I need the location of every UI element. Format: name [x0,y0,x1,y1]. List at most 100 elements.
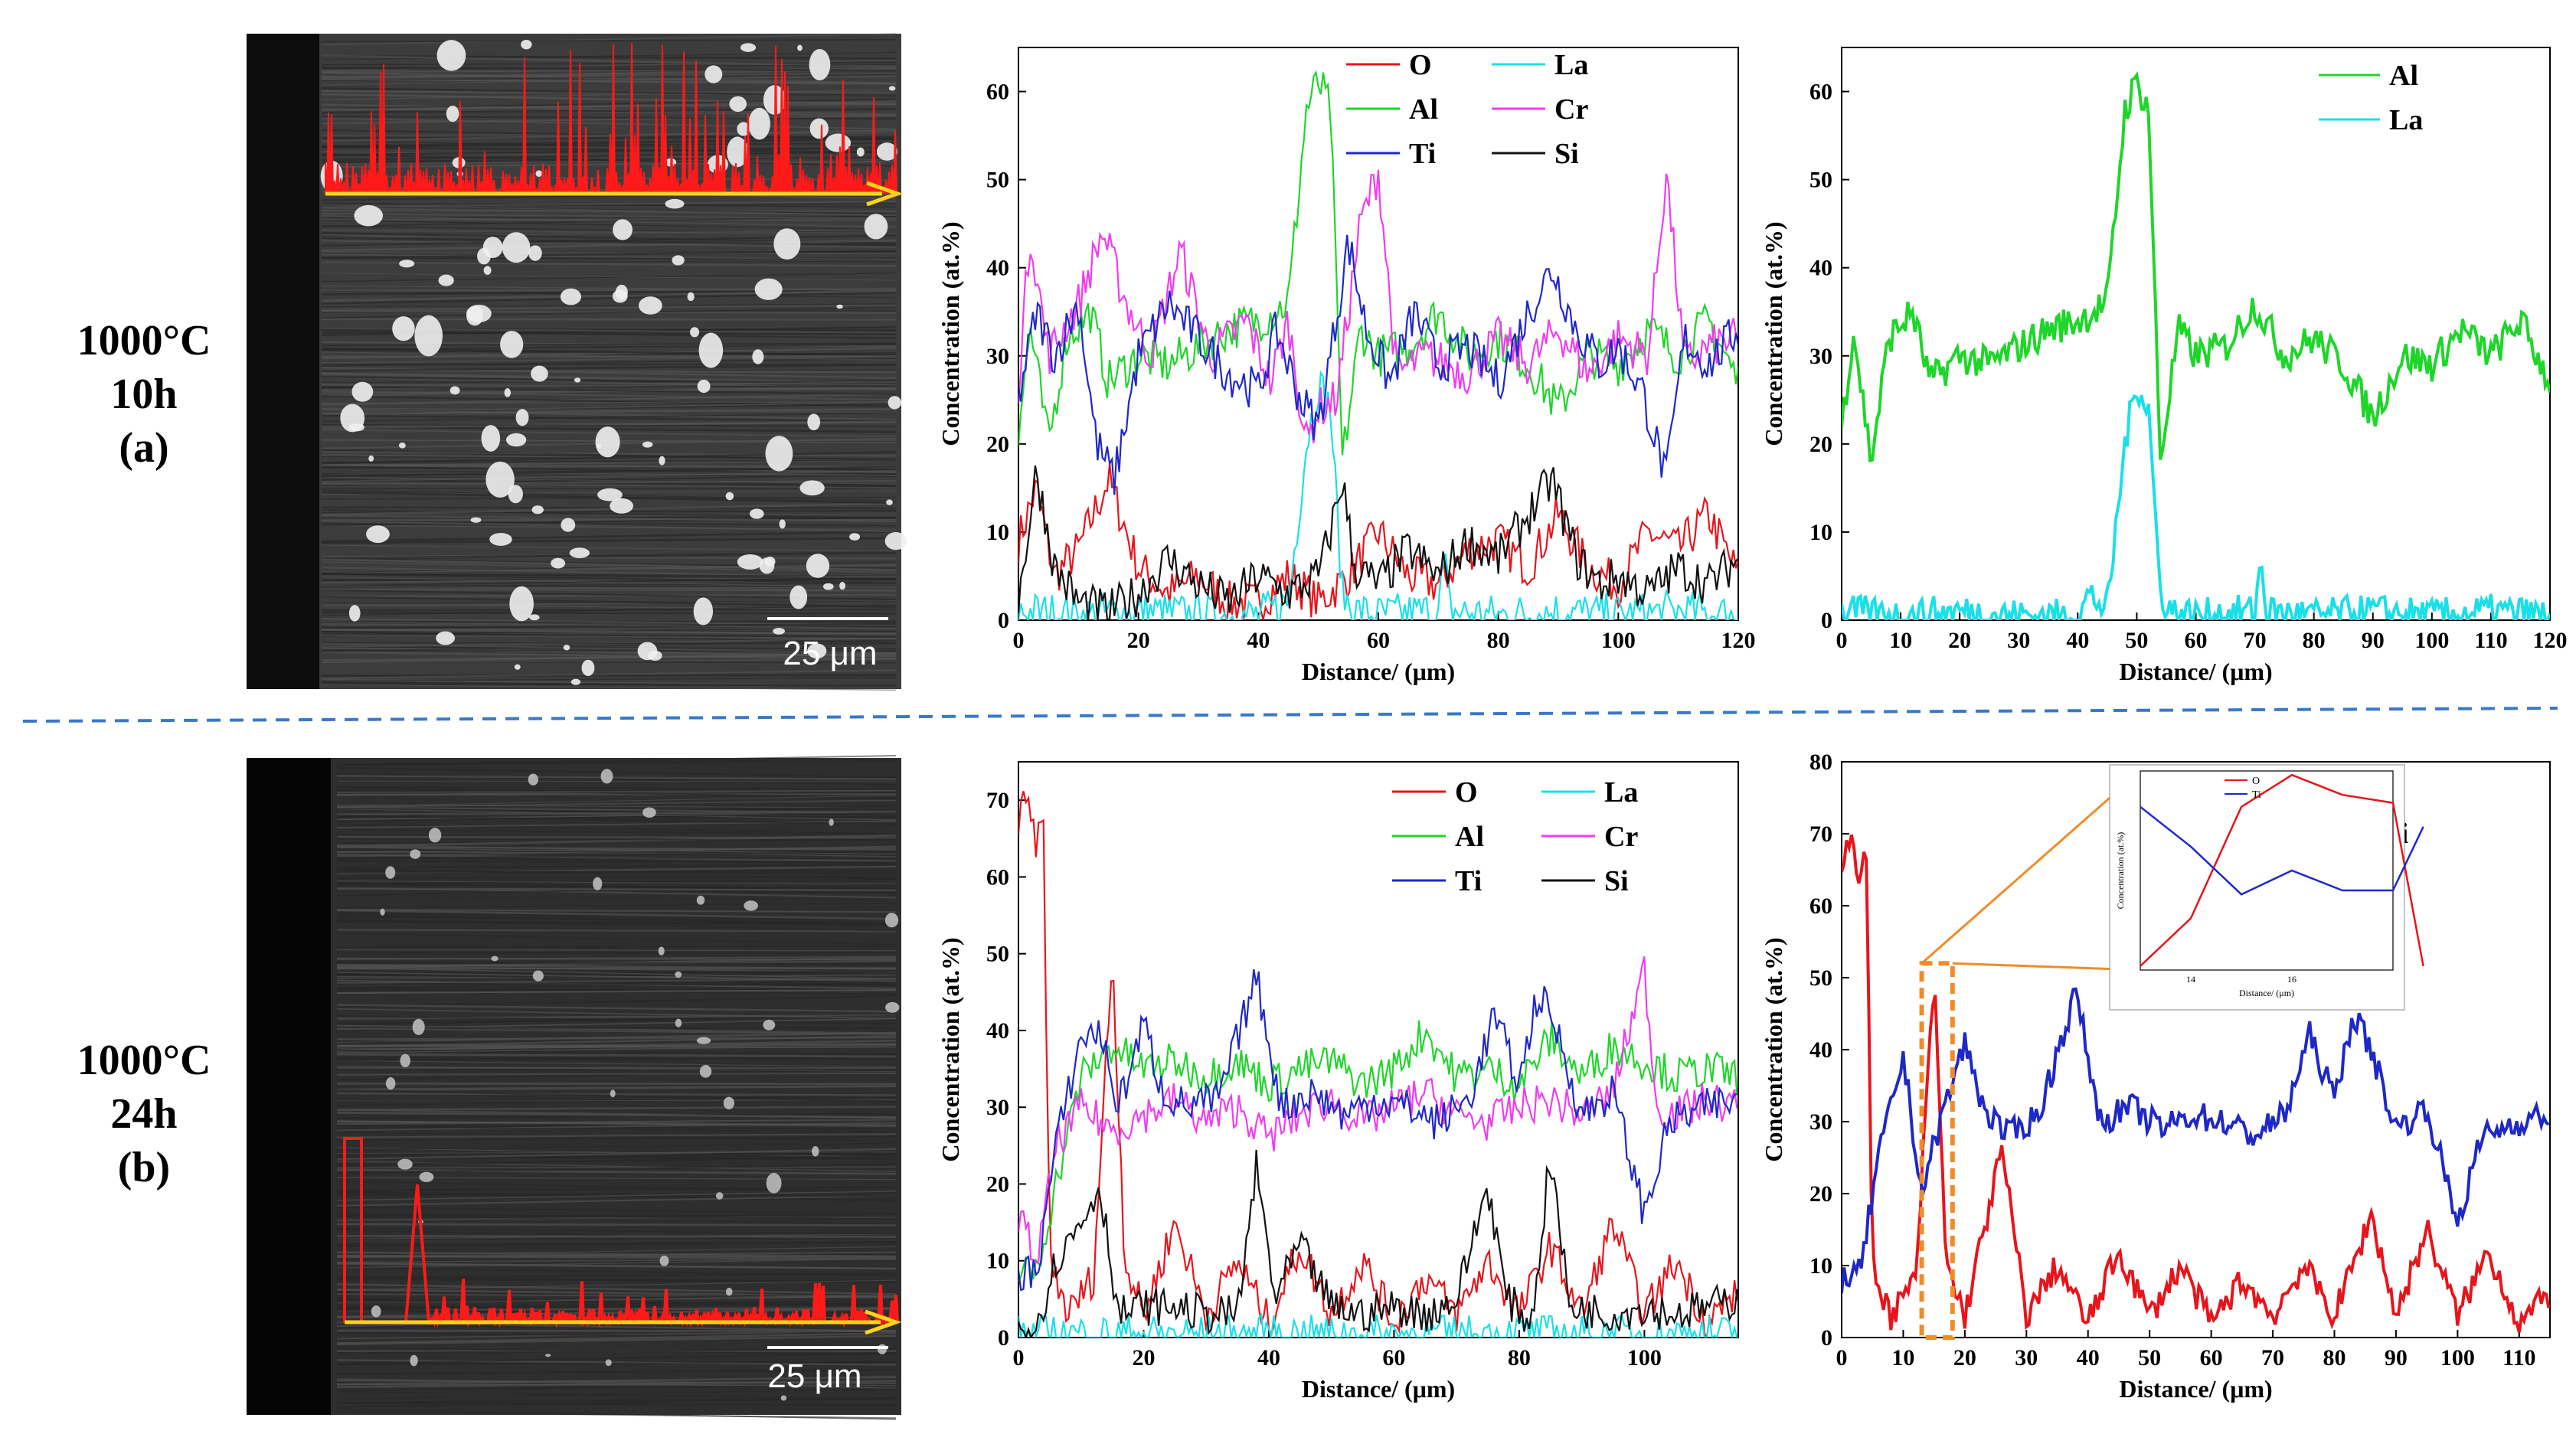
bright-particle [485,461,515,498]
texture-streak [336,1119,897,1125]
micrograph-a-linescan [325,43,904,207]
bright-particle [412,1018,425,1035]
series-line-ti [1018,234,1738,495]
x-tick-label: 100 [1601,628,1636,653]
y-tick-label: 0 [1821,1325,1832,1351]
x-tick-label: 40 [2066,628,2089,653]
x-axis-label: Distance/ (μm) [2119,658,2272,685]
texture-streak [321,75,897,86]
bright-particle [505,433,527,447]
texture-streak [321,273,897,283]
texture-streak [321,642,897,645]
texture-streak [336,955,897,960]
bright-particle [371,1305,381,1318]
texture-streak [321,372,897,384]
texture-streak [336,1283,897,1295]
x-tick-label: 100 [1627,1345,1662,1370]
texture-streak [321,669,897,679]
inset-frame [2140,770,2394,971]
bright-particle [888,396,901,410]
bright-particle [502,232,531,263]
bright-particle [849,533,861,541]
bright-particle [642,807,656,818]
x-tick-label: 120 [2533,628,2568,653]
bright-particle [773,228,801,260]
micrograph-b-coating-edge [247,758,331,1415]
texture-streak [321,251,897,255]
texture-streak [336,789,897,793]
texture-streak [336,1060,897,1067]
texture-streak [321,64,897,70]
bright-particle [675,971,682,978]
texture-streak [321,637,897,648]
x-tick-label: 20 [1132,1345,1155,1370]
texture-streak [336,1148,897,1161]
sem-micrograph-b: 25 μm [247,755,902,1420]
x-tick-label: 100 [2414,628,2449,653]
texture-streak [321,303,897,308]
x-tick-label: 60 [2200,1345,2223,1370]
texture-streak [321,573,897,584]
inset-series-ti [2140,805,2424,896]
y-tick-label: 10 [986,520,1009,545]
bright-particle [773,627,785,635]
bright-particle [521,39,532,50]
bright-particle [737,554,763,570]
texture-streak [321,250,897,259]
texture-streak [336,1262,897,1269]
texture-streak [321,502,897,516]
texture-streak [336,978,897,984]
texture-streak [336,1186,897,1192]
y-axis-label: Concentration (at.%) [1760,221,1787,446]
legend-label-o: O [1409,49,1432,81]
texture-streak [336,815,897,825]
bright-particle [414,315,443,357]
texture-streak [321,407,897,413]
bright-particle [885,1001,900,1013]
row-label-b: 1000°C 24h (b) [77,1037,211,1191]
texture-streak [321,289,897,296]
texture-streak [336,1380,897,1389]
bright-particle [446,105,459,122]
texture-streak [336,888,897,891]
texture-streak [336,1227,897,1235]
texture-streak [321,414,897,422]
bright-particle [515,409,529,426]
y-tick-label: 40 [1809,256,1832,281]
texture-streak [336,1089,897,1102]
texture-streak [336,1216,897,1223]
bright-particle [822,583,834,590]
y-tick-label: 40 [986,1018,1009,1044]
texture-streak [321,634,897,639]
bright-particle [715,1192,724,1200]
texture-streak [321,33,897,46]
bright-particle [799,480,825,496]
bright-particle [888,86,896,91]
legend-label-ti: Ti [1409,138,1436,170]
bright-particle [419,1171,434,1182]
texture-streak [321,621,897,629]
texture-streak [321,204,897,216]
bright-particle [509,586,534,622]
micrograph-a-scalebar-label: 25 μm [783,635,877,672]
x-tick-label: 30 [2007,628,2030,653]
texture-streak [321,476,897,485]
texture-streak [336,1279,897,1291]
series-line-o [1842,835,2550,1333]
texture-streak [336,1142,897,1151]
bright-particle [489,533,512,546]
bright-particle [876,142,897,161]
texture-streak [336,795,897,807]
y-tick-label: 70 [1809,822,1832,847]
x-tick-label: 40 [2077,1345,2100,1370]
texture-streak [321,285,897,292]
texture-streak [336,850,897,861]
texture-streak [336,914,897,925]
x-tick-label: 80 [2303,628,2326,653]
legend-label-al: Al [1409,93,1438,126]
bright-particle [699,1064,712,1078]
texture-streak [336,1125,897,1133]
texture-streak [336,909,897,913]
bright-particle [528,773,538,786]
texture-streak [321,423,897,427]
